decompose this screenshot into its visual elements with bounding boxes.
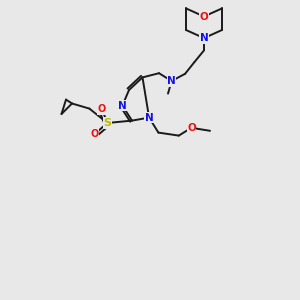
Text: N: N (118, 100, 127, 111)
Text: O: O (98, 104, 106, 115)
Text: N: N (167, 76, 176, 86)
Text: N: N (200, 33, 208, 43)
Text: O: O (200, 11, 208, 22)
Text: S: S (103, 118, 111, 128)
Text: O: O (187, 123, 196, 133)
Text: O: O (90, 129, 99, 139)
Text: N: N (145, 112, 154, 123)
